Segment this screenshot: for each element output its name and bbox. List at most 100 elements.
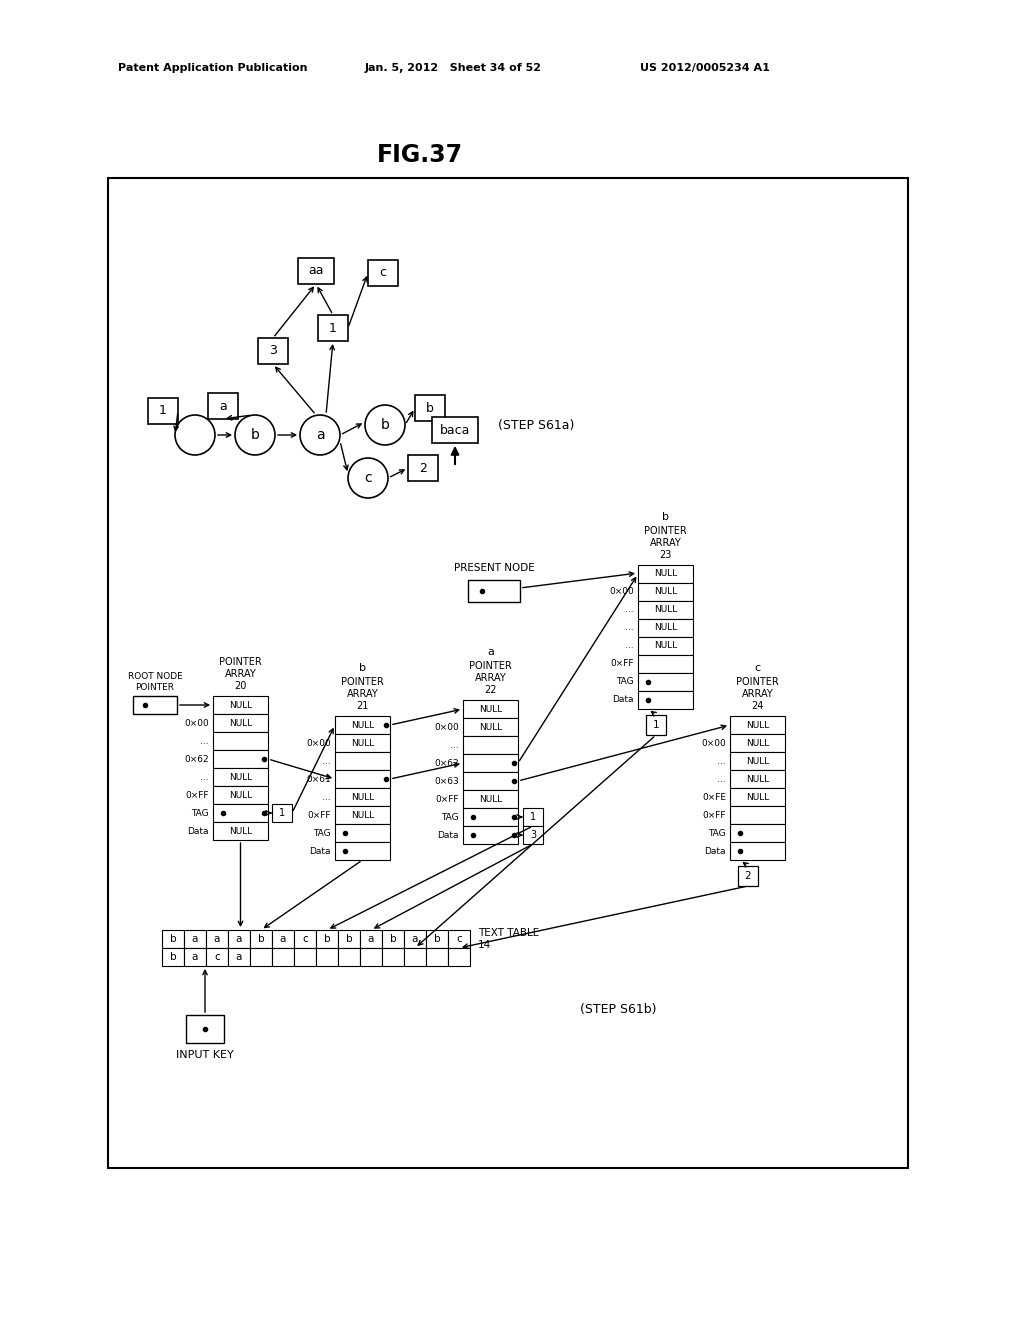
Text: NULL: NULL	[654, 623, 677, 632]
Bar	[404, 931, 426, 948]
Text: ...: ...	[718, 756, 726, 766]
Text: (STEP S61a): (STEP S61a)	[498, 418, 574, 432]
Text: ...: ...	[626, 623, 634, 632]
Text: NULL: NULL	[351, 721, 374, 730]
Bar	[162, 948, 184, 966]
Bar	[638, 690, 693, 709]
Bar	[108, 178, 908, 1168]
Bar	[463, 789, 518, 808]
Text: POINTER
ARRAY
20: POINTER ARRAY 20	[219, 657, 262, 690]
Text: b: b	[426, 401, 434, 414]
Bar	[730, 752, 785, 770]
Bar	[272, 931, 294, 948]
Text: b: b	[434, 935, 440, 944]
Text: FIG.37: FIG.37	[377, 143, 463, 168]
Text: TAG: TAG	[709, 829, 726, 837]
Bar	[638, 673, 693, 690]
Bar	[338, 948, 360, 966]
Bar	[382, 948, 404, 966]
Text: c: c	[456, 935, 462, 944]
Text: INPUT KEY: INPUT KEY	[176, 1049, 233, 1060]
Text: baca: baca	[440, 424, 470, 437]
Text: a: a	[191, 952, 199, 962]
Bar	[426, 948, 449, 966]
Text: Data: Data	[705, 846, 726, 855]
Text: 0×63: 0×63	[434, 776, 459, 785]
Text: TAG: TAG	[616, 677, 634, 686]
Text: NULL: NULL	[351, 810, 374, 820]
Text: TAG: TAG	[313, 829, 331, 837]
Text: NULL: NULL	[654, 642, 677, 651]
Bar	[360, 931, 382, 948]
Bar	[184, 931, 206, 948]
Text: c: c	[302, 935, 308, 944]
Text: NULL: NULL	[654, 606, 677, 615]
Bar	[186, 1015, 224, 1043]
Text: b: b	[324, 935, 331, 944]
Bar	[449, 948, 470, 966]
Bar	[463, 826, 518, 843]
Text: NULL: NULL	[654, 587, 677, 597]
Bar	[730, 788, 785, 807]
Text: aa: aa	[308, 264, 324, 277]
Text: b: b	[170, 952, 176, 962]
Bar	[638, 565, 693, 583]
Bar	[184, 948, 206, 966]
Text: 0×00: 0×00	[701, 738, 726, 747]
Bar	[463, 754, 518, 772]
Text: POINTER
ARRAY
23: POINTER ARRAY 23	[644, 527, 687, 560]
Text: a: a	[214, 935, 220, 944]
Text: 0×FF: 0×FF	[610, 660, 634, 668]
Bar	[730, 770, 785, 788]
Circle shape	[175, 414, 215, 455]
Bar	[213, 733, 268, 750]
Text: c: c	[214, 952, 220, 962]
Text: ...: ...	[201, 772, 209, 781]
Text: 0×00: 0×00	[184, 718, 209, 727]
Bar	[335, 824, 390, 842]
Text: a: a	[315, 428, 325, 442]
Bar	[272, 804, 292, 822]
Bar	[206, 948, 228, 966]
Text: TAG: TAG	[191, 808, 209, 817]
Text: 3: 3	[530, 830, 536, 840]
Text: 0×61: 0×61	[306, 775, 331, 784]
Bar	[638, 619, 693, 638]
Bar	[294, 948, 316, 966]
Text: NULL: NULL	[351, 792, 374, 801]
Text: c: c	[380, 267, 386, 280]
Text: ...: ...	[451, 741, 459, 750]
Text: TEXT TABLE
14: TEXT TABLE 14	[478, 928, 540, 950]
Text: NULL: NULL	[479, 705, 502, 714]
Bar	[408, 455, 438, 480]
Bar	[730, 824, 785, 842]
Text: a: a	[368, 935, 374, 944]
Text: Data: Data	[612, 696, 634, 705]
Text: b: b	[359, 663, 366, 673]
Text: b: b	[390, 935, 396, 944]
Bar	[213, 822, 268, 840]
Bar	[208, 393, 238, 418]
Bar	[298, 257, 334, 284]
Bar	[463, 700, 518, 718]
Circle shape	[234, 414, 275, 455]
Bar	[463, 737, 518, 754]
Text: 2: 2	[419, 462, 427, 474]
Text: Patent Application Publication: Patent Application Publication	[118, 63, 307, 73]
Circle shape	[300, 414, 340, 455]
Bar	[738, 866, 758, 886]
Bar	[272, 948, 294, 966]
Text: NULL: NULL	[479, 722, 502, 731]
Text: POINTER
ARRAY
22: POINTER ARRAY 22	[469, 661, 512, 694]
Text: ...: ...	[718, 775, 726, 784]
Text: 0×00: 0×00	[306, 738, 331, 747]
Text: b: b	[381, 418, 389, 432]
Text: a: a	[236, 935, 243, 944]
Text: NULL: NULL	[745, 738, 769, 747]
Bar	[338, 931, 360, 948]
Text: a: a	[487, 647, 494, 657]
Bar	[213, 714, 268, 733]
Text: b: b	[346, 935, 352, 944]
Bar	[523, 808, 543, 826]
Text: NULL: NULL	[745, 775, 769, 784]
